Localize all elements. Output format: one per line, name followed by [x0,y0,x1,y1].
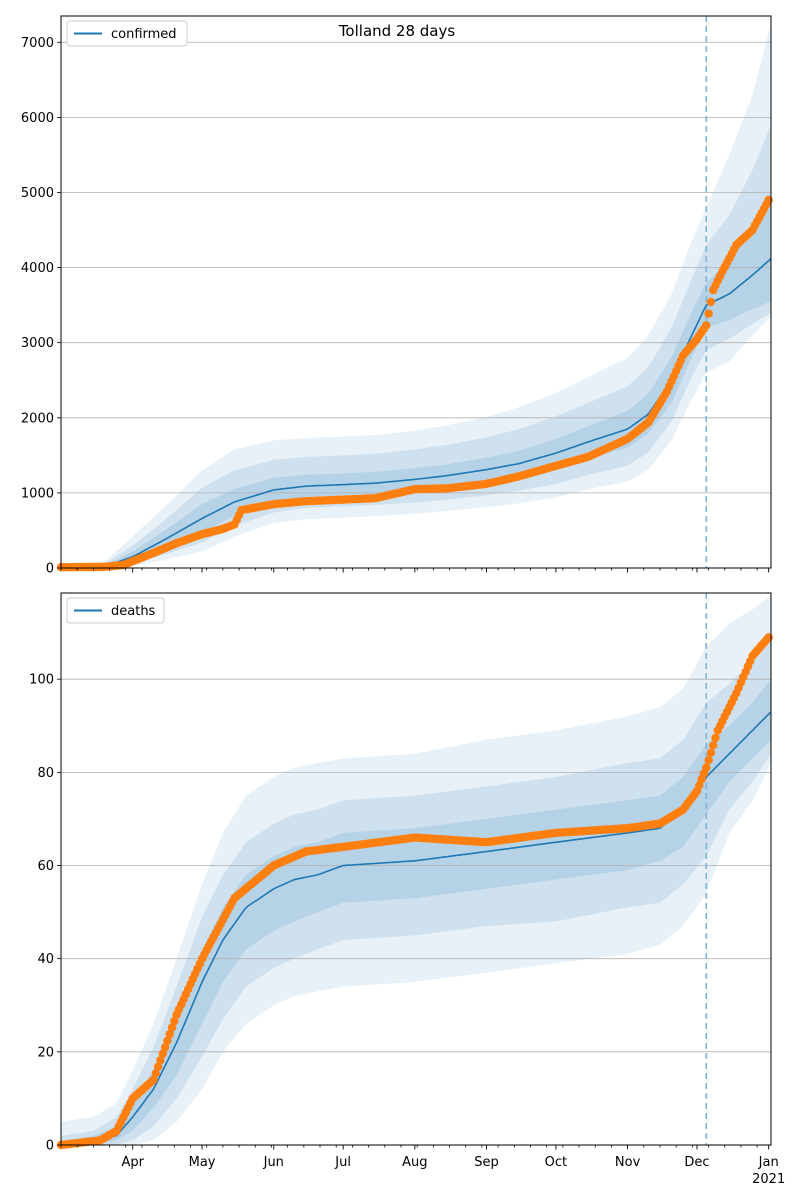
deaths-observed-point [170,1016,179,1026]
x-tick-label: May [189,1155,216,1170]
deaths-y-tick-label: 20 [37,1045,54,1060]
deaths-observed-point [156,1056,165,1065]
x-tick-label: Jan [758,1155,779,1170]
deaths-uncertainty-bands [61,595,771,1145]
x-tick-label: Nov [615,1155,641,1170]
deaths-observed-point [711,733,720,743]
x-tick-label: Apr [121,1155,144,1170]
confirmed-legend: confirmed [66,20,188,47]
confirmed-axes-frame [60,15,772,569]
deaths-axes: 0 20 40 60 80 100 Apr May Jun Jul Aug Sep Oct Nov Dec J… [29,592,785,1187]
confirmed-y-tick-label: 0 [46,562,54,577]
deaths-legend: deaths [66,597,165,624]
confirmed-observed-point [764,195,773,205]
deaths-observed-point [149,1075,158,1085]
x-tick-label: Aug [402,1155,427,1170]
confirmed-series [56,16,773,572]
confirmed-y-tick-label: 5000 [21,186,54,201]
deaths-observed-point [151,1069,160,1078]
confirmed-y-tick-label: 4000 [21,261,54,276]
confirmed-axes: 0 1000 2000 3000 4000 5000 6000 7000 [21,15,772,577]
deaths-observed-point [704,756,713,765]
deaths-legend-label: deaths [111,604,156,619]
x-tick-label: Dec [684,1155,709,1170]
x-tick-label: Jun [263,1155,284,1170]
deaths-axes-frame [60,592,772,1146]
confirmed-y-tick-label: 2000 [21,411,54,426]
confirmed-y-tick-label: 3000 [21,336,54,351]
confirmed-legend-box [66,20,188,47]
deaths-series [56,593,773,1150]
deaths-observed-point [702,763,711,772]
deaths-observed-point [167,1023,177,1032]
deaths-band-outer [61,595,771,1145]
deaths-y-tick-label: 0 [46,1139,54,1154]
confirmed-observed-point [702,321,711,330]
deaths-legend-box [66,597,165,624]
deaths-observed-point [153,1062,163,1071]
deaths-observed-point [163,1036,172,1045]
deaths-observed-point [706,748,716,757]
x-year-label: 2021 [752,1172,785,1187]
deaths-y-tick-label: 60 [37,859,54,874]
deaths-model-line [60,711,772,1146]
deaths-observed-point [165,1029,174,1039]
deaths-y-tick-label: 100 [29,673,54,688]
confirmed-y-tick-label: 6000 [21,111,54,126]
x-tick-label: Jul [334,1155,351,1170]
confirmed-observed-point [706,297,716,307]
deaths-gridlines [61,678,771,1053]
confirmed-observed-point [704,309,713,318]
deaths-observed-point [764,633,773,642]
confirmed-band-outer [61,23,771,568]
x-tick-label: Sep [474,1155,499,1170]
confirmed-y-tick-label: 7000 [21,36,54,51]
confirmed-band-mid [61,124,771,569]
deaths-panel: 0 20 40 60 80 100 Apr May Jun Jul Aug Sep Oct Nov Dec J… [29,592,785,1187]
deaths-observed-point [160,1043,170,1052]
deaths-y-tick-label: 40 [37,952,54,967]
confirmed-y-tick-label: 1000 [21,486,54,501]
deaths-band-mid [61,632,771,1145]
deaths-observed-point [709,741,718,750]
deaths-y-tick-label: 80 [37,766,54,781]
chart-title: Tolland 28 days [338,22,456,40]
deaths-observed-point [158,1049,167,1058]
confirmed-panel: 0 1000 2000 3000 4000 5000 6000 7000 Tolland 28… [21,15,773,577]
confirmed-legend-label: confirmed [111,27,177,42]
x-tick-label: Oct [545,1155,567,1170]
